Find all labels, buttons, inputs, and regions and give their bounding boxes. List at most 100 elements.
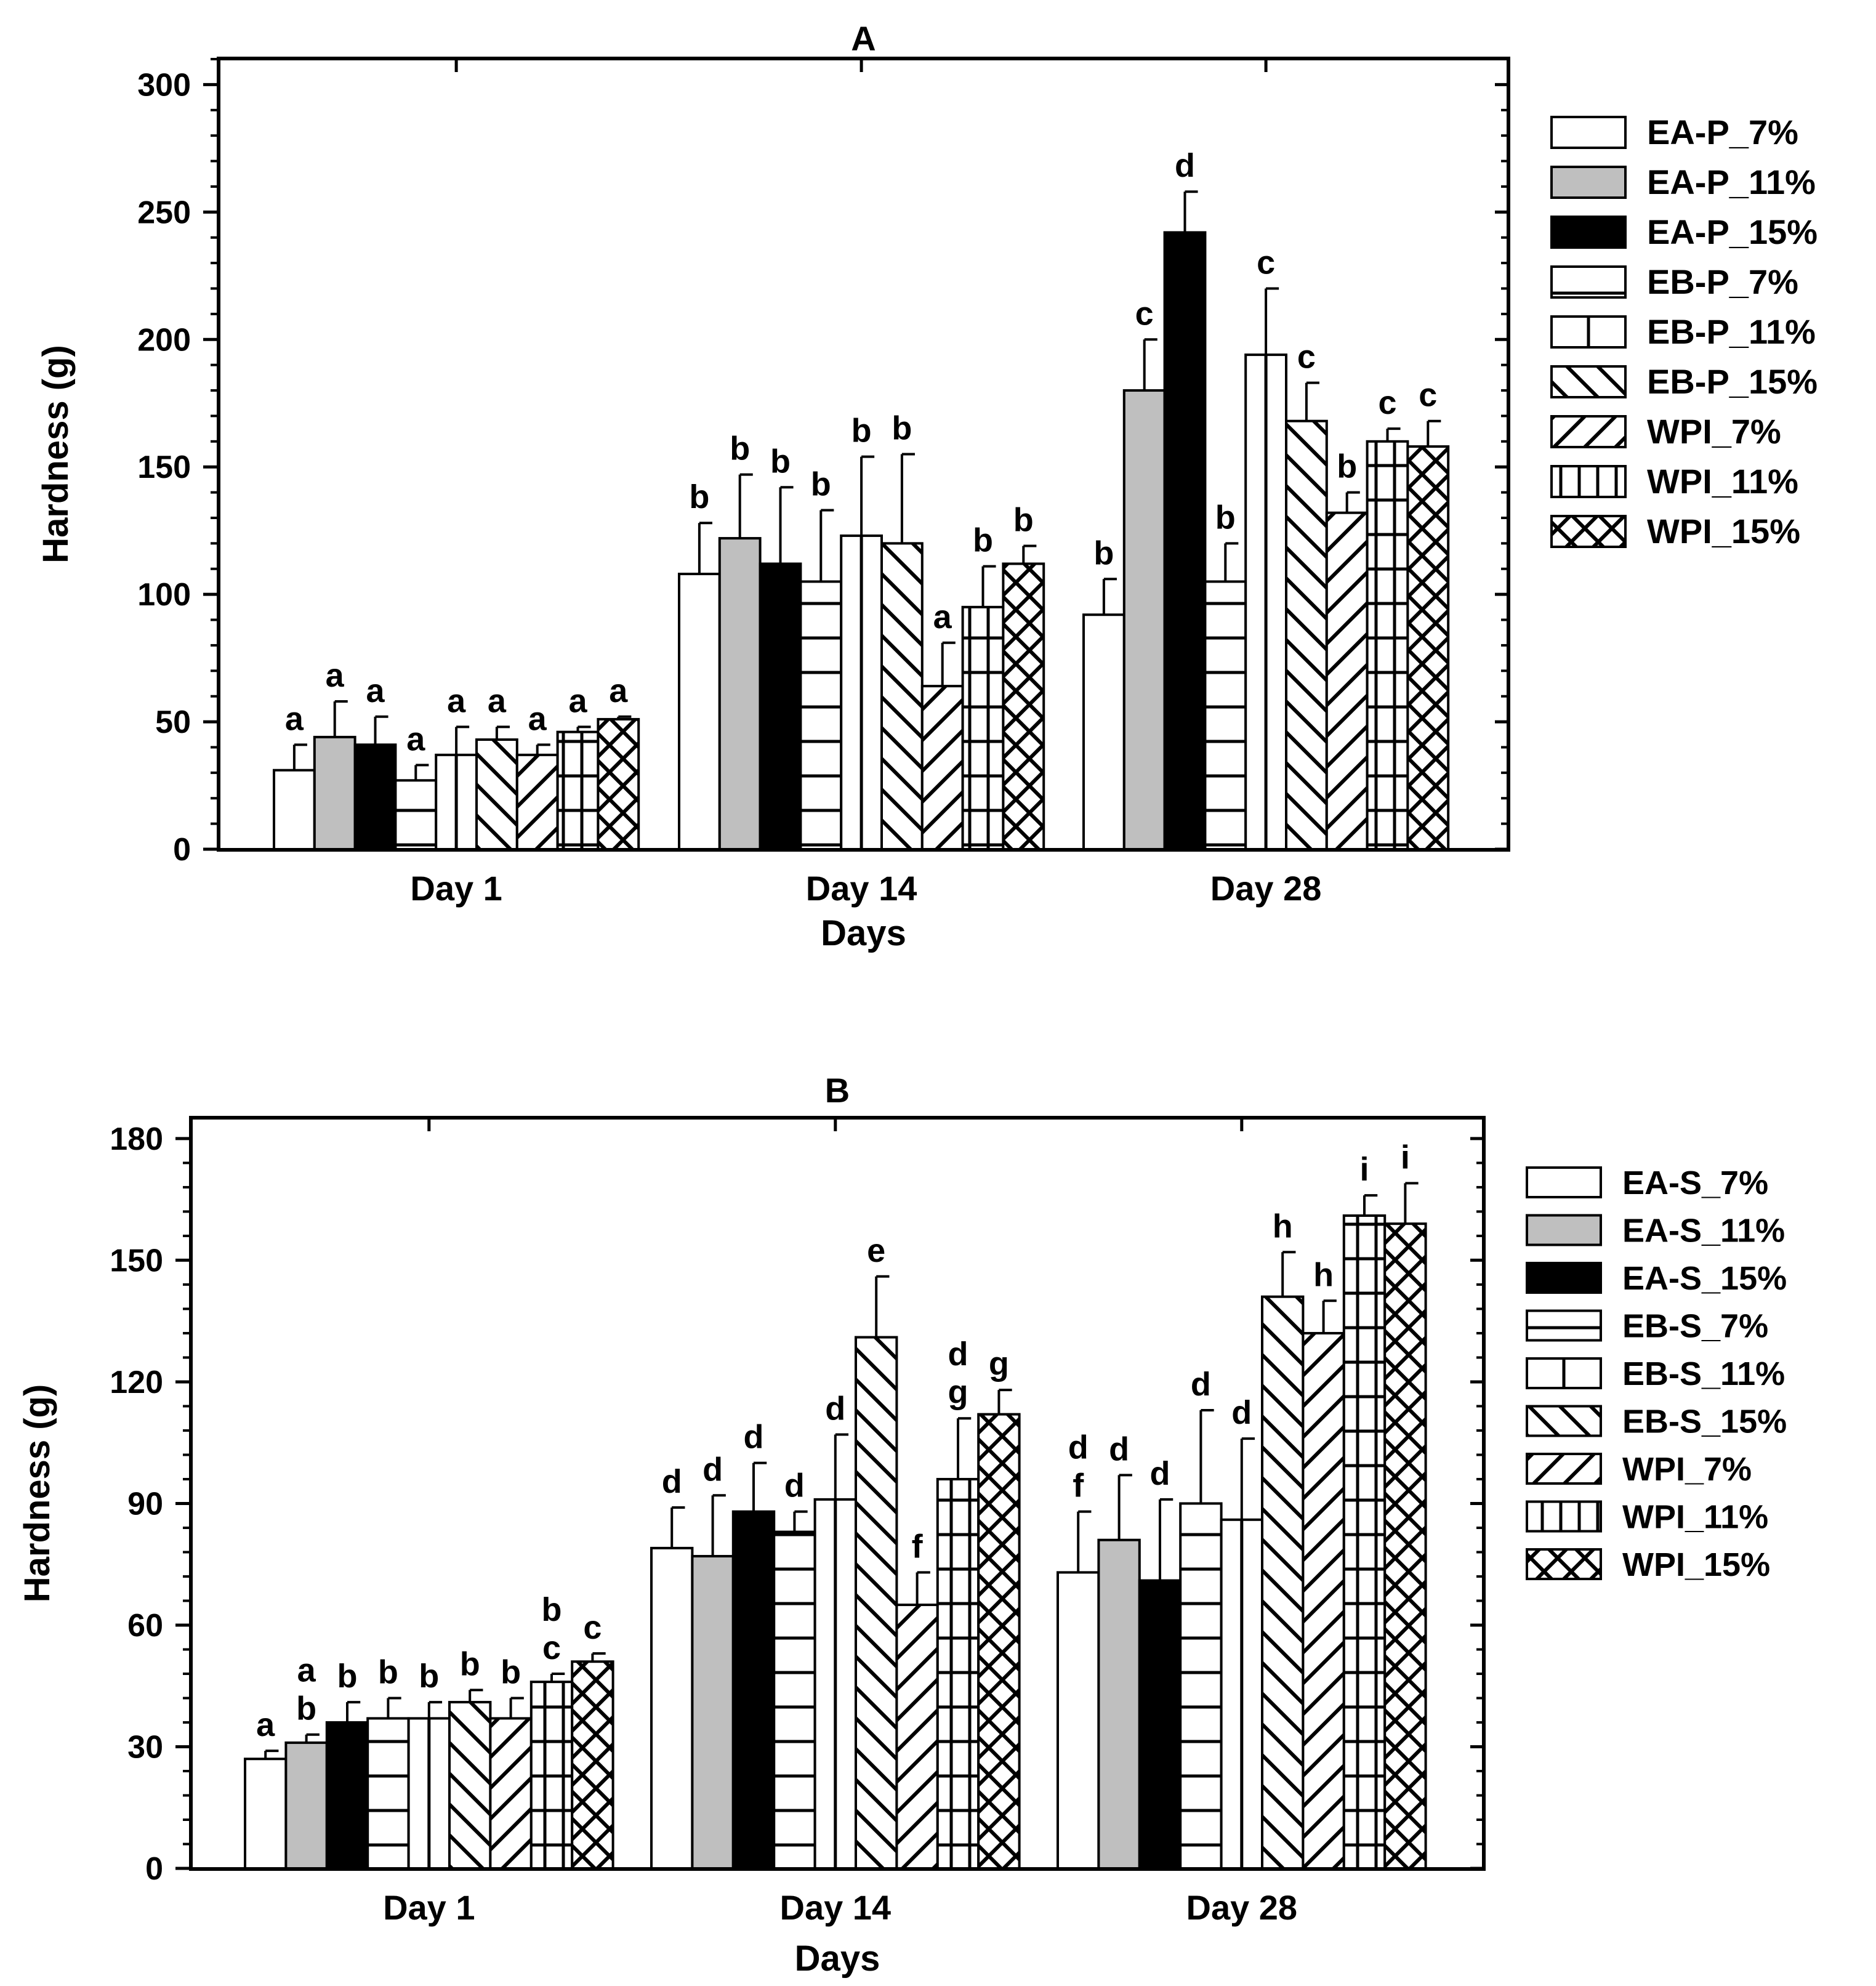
chart-b-legend-label: WPI_11% [1622,1499,1768,1536]
chart-a-legend-swatch [1550,116,1627,149]
chart-a-significance-letter: a [609,672,628,709]
chart-b-bar [936,1477,980,1870]
chart-b-ytick-label: 30 [127,1729,163,1765]
chart-b-significance-letter: d [948,1336,968,1373]
chart-b-significance-letter: h [1313,1256,1334,1293]
chart-b-ytick-label: 60 [127,1608,163,1644]
chart-a-bar [1082,613,1125,850]
chart-a-bar [353,743,397,850]
chart-a-significance-letter: b [851,413,872,450]
chart-b-significance-letter: b [419,1658,439,1695]
chart-b-bar [1138,1579,1182,1870]
chart-b-legend-swatch [1526,1214,1602,1246]
chart-a-bar [880,542,924,851]
chart-a-legend-label: WPI_15% [1647,512,1800,551]
chart-a-significance-letter: a [406,721,425,757]
chart-b-significance-letter: a [297,1652,316,1689]
chart-a-bar [1285,419,1328,850]
chart-a-bar [556,730,600,851]
chart-a-ytick-label: 250 [137,195,191,230]
chart-a-significance-letter: b [811,466,831,503]
chart-b-bar [284,1741,328,1870]
chart-a-bar [475,738,518,851]
chart-b-bar [489,1717,533,1870]
chart-a-significance-letter: a [933,599,952,636]
chart-a-legend-label: EA-P_7% [1647,113,1798,151]
chart-a-bar [1122,389,1166,850]
chart-b-bar [325,1721,369,1870]
chart-b-legend-label: EA-S_15% [1622,1260,1787,1297]
chart-b-legend-swatch [1526,1262,1602,1294]
chart-a-bar [394,779,438,851]
chart-a-significance-letter: c [1257,244,1275,281]
chart-a-significance-letter: b [1337,448,1357,485]
chart-b-significance-letter: g [989,1346,1009,1383]
chart-b-legend-label: EB-S_7% [1622,1308,1768,1345]
chart-a-significance-letter: d [1175,147,1195,184]
chart-a-significance-letter: c [1378,384,1396,421]
chart-b-significance-letter: e [867,1232,885,1269]
chart-a-legend-label: EB-P_7% [1647,262,1798,301]
chart-a-bar [718,537,762,850]
chart-b-legend-label: EA-S_7% [1622,1165,1768,1201]
chart-a-significance-letter: c [1135,295,1154,332]
chart-b-significance-letter: d [1191,1366,1211,1403]
chart-a-xtick-label: Day 14 [806,869,917,908]
chart-b-significance-letter: d [702,1451,723,1488]
chart-a-bar [1002,562,1045,851]
chart-a-significance-letter: b [973,522,993,559]
chart-b-significance-letter: i [1401,1139,1410,1176]
chart-b-bar [571,1660,614,1870]
chart-b-significance-letter: d [825,1391,845,1427]
chart-a-ytick-label: 200 [137,322,191,358]
chart-b-significance-letter: d [662,1463,682,1500]
chart-a-legend-label: WPI_7% [1647,412,1781,451]
chart-a-bar [759,562,802,851]
chart-a-bar [273,769,316,850]
chart-a-legend-swatch [1550,365,1627,398]
chart-a-bar [920,685,964,850]
chart-a-significance-letter: a [568,682,587,719]
chart-b-significance-letter: d [1231,1394,1252,1431]
chart-b-bar [1302,1331,1345,1870]
chart-b-legend-swatch [1526,1166,1602,1198]
chart-a-significance-letter: b [1013,501,1034,538]
chart-b-significance-letter: b [501,1653,521,1690]
chart-b-xtick-label: Day 1 [383,1888,475,1927]
chart-a-bar [1325,511,1369,850]
chart-b-bar [691,1555,735,1870]
chart-a-legend-label: WPI_11% [1647,462,1798,501]
chart-a-significance-letter: c [1297,339,1316,376]
chart-a-bar [1366,440,1409,850]
chart-b-legend-swatch [1526,1309,1602,1342]
chart-a-ylabel: Hardness (g) [36,345,76,563]
chart-b-legend-swatch [1526,1453,1602,1485]
chart-b-ytick-label: 180 [110,1121,163,1157]
chart-b-bar [731,1510,776,1870]
chart-a-xlabel: Days [821,913,906,953]
chart-b-significance-letter: d [1150,1455,1170,1492]
chart-a-significance-letter: b [770,443,791,480]
chart-b-significance-letter: d [1109,1431,1129,1467]
chart-b-bar [1057,1571,1100,1870]
chart-b-legend-swatch [1526,1405,1602,1437]
chart-a-significance-letter: c [1419,377,1437,414]
chart-b-xtick-label: Day 14 [780,1888,892,1927]
chart-a-bar [961,605,1005,850]
chart-b-significance-letter: b [542,1591,562,1628]
chart-b-bar [1383,1222,1427,1870]
chart-b-bar [855,1336,898,1870]
chart-a-legend-label: EB-P_15% [1647,362,1818,401]
chart-b-ytick-label: 120 [110,1365,163,1400]
chart-a-bar [799,580,843,850]
chart-a-xtick-label: Day 1 [410,869,502,908]
chart-a-bar [1163,231,1207,850]
chart-a-legend-swatch [1550,415,1627,448]
chart-b-legend-label: WPI_7% [1622,1451,1752,1488]
chart-b-bar [448,1701,492,1870]
chart-b-legend-label: EB-S_15% [1622,1403,1787,1440]
chart-b-significance-letter: d [744,1419,764,1456]
chart-a-significance-letter: b [1093,535,1114,571]
chart-b-significance-letter: d [1068,1429,1089,1466]
